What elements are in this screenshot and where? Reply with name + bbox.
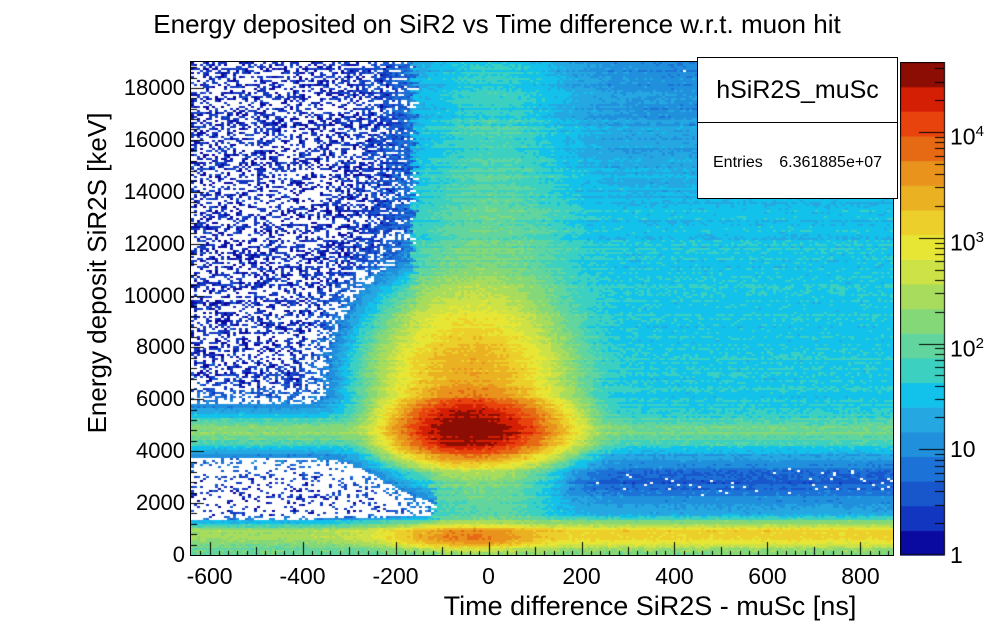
y-tick-label: 14000	[123, 178, 185, 204]
y-tick-label: 4000	[136, 438, 185, 464]
z-scale-label: 1	[950, 542, 963, 568]
y-tick-label: 2000	[136, 490, 185, 516]
z-scale-label: 103	[950, 228, 984, 256]
stats-entries-value: 6.361885e+07	[779, 154, 882, 171]
x-tick-label: -600	[186, 563, 233, 589]
z-scale-label: 104	[950, 123, 984, 150]
z-scale-label: 10	[950, 436, 976, 463]
y-tick-label: 6000	[136, 386, 185, 412]
stats-entries-label: Entries	[713, 154, 763, 171]
y-tick-label: 0	[172, 542, 185, 567]
x-tick-label: 600	[748, 563, 787, 589]
x-axis-title: Time difference SiR2S - muSc [ns]	[443, 591, 857, 621]
x-tick-label: 800	[841, 563, 880, 589]
y-tick-label: 16000	[123, 126, 185, 152]
plot-title: Energy deposited on SiR2 vs Time differe…	[153, 9, 841, 39]
stats-box: hSiR2S_muSc Entries 6.361885e+07	[697, 57, 898, 199]
y-tick-label: 10000	[123, 282, 185, 308]
x-tick-label: 200	[562, 563, 601, 589]
color-scale-bar	[900, 62, 946, 556]
x-tick-label: -200	[372, 563, 419, 589]
y-tick-label: 18000	[123, 74, 185, 100]
y-tick-label: 12000	[123, 230, 185, 256]
y-tick-label: 8000	[136, 334, 185, 360]
x-tick-label: 0	[482, 563, 495, 589]
x-tick-label: 400	[655, 563, 694, 589]
x-tick-label: -400	[279, 563, 326, 589]
z-scale-label: 102	[950, 334, 984, 362]
stats-histogram-name: hSiR2S_muSc	[698, 58, 897, 123]
stats-entries-row: Entries 6.361885e+07	[698, 123, 897, 197]
